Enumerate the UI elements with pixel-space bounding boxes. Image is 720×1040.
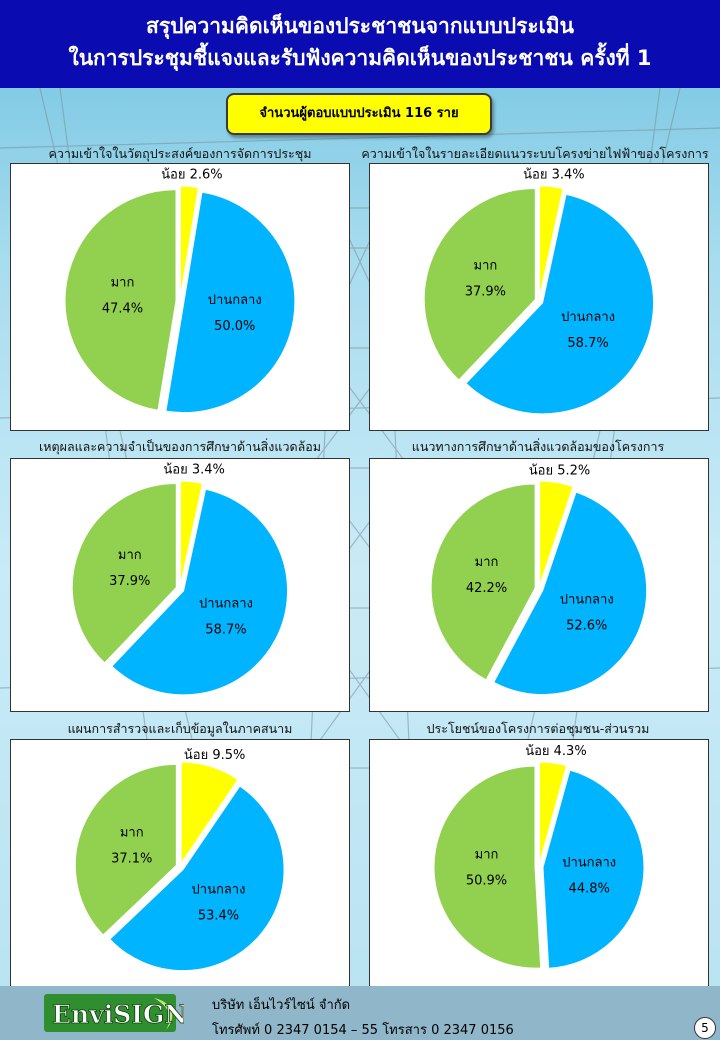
data-label-high-value: 37.9%: [109, 574, 150, 589]
page-number: 5: [694, 1017, 716, 1039]
pie-chart-2: น้อย 3.4% ปานกลาง 58.7% มาก 37.9%: [369, 163, 709, 431]
pie-chart-svg: น้อย 4.3% ปานกลาง 44.8% มาก 50.9%: [433, 744, 645, 969]
data-label-medium-name: ปานกลาง: [561, 310, 615, 325]
pie-slice-high: [423, 188, 536, 381]
pie-slice-high: [64, 189, 177, 411]
pie-slice-high: [430, 483, 536, 681]
data-label-low: น้อย 2.6%: [161, 167, 222, 182]
pie-chart-5: น้อย 9.5% ปานกลาง 53.4% มาก 37.1%: [10, 739, 350, 987]
pie-slice-low: [179, 185, 199, 298]
pie-chart-svg: น้อย 9.5% ปานกลาง 53.4% มาก 37.1%: [74, 748, 285, 972]
pie-chart-svg: น้อย 5.2% ปานกลาง 52.6% มาก 42.2%: [430, 464, 648, 696]
page-title-line-1: สรุปความคิดเห็นของประชาชนจากแบบประเมิน: [146, 14, 574, 38]
data-label-high-name: มาก: [475, 847, 499, 862]
pie-slice-low: [179, 480, 204, 586]
chart-title-1: ความเข้าใจในวัตถุประสงค์ของการจัดการประช…: [48, 146, 312, 161]
data-label-high-name: มาก: [120, 825, 144, 840]
pie-slice-low: [180, 761, 239, 865]
contact-info: โทรศัพท์ 0 2347 0154 – 55 โทรสาร 0 2347 …: [212, 1023, 514, 1038]
pie-slice-high: [433, 765, 542, 969]
chart-title-6: ประโยชน์ของโครงการต่อชุมชน-ส่วนรวม: [426, 721, 650, 736]
data-label-high-name: มาก: [474, 259, 498, 274]
data-label-high-value: 50.9%: [466, 873, 507, 888]
data-label-medium-name: ปานกลาง: [199, 596, 253, 611]
data-label-high-name: มาก: [118, 548, 142, 563]
data-label-medium-name: ปานกลาง: [560, 593, 614, 608]
data-label-high-value: 47.4%: [102, 301, 143, 316]
page-header: สรุปความคิดเห็นของประชาชนจากแบบประเมิน ใ…: [0, 0, 720, 88]
data-label-medium-value: 44.8%: [569, 881, 610, 896]
pie-chart-4: น้อย 5.2% ปานกลาง 52.6% มาก 42.2%: [369, 458, 709, 712]
pie-chart-1: น้อย 2.6% ปานกลาง 50.0% มาก 47.4%: [10, 163, 350, 431]
pie-slice-medium: [542, 769, 645, 969]
data-label-medium-value: 58.7%: [567, 336, 608, 351]
page-title-line-2: ในการประชุมชี้แจงและรับฟังความคิดเห็นของ…: [68, 46, 652, 70]
data-label-medium-name: ปานกลาง: [192, 883, 246, 898]
pie-slice-low: [539, 761, 568, 864]
pie-chart-6: น้อย 4.3% ปานกลาง 44.8% มาก 50.9%: [369, 739, 709, 987]
pie-chart-svg: น้อย 3.4% ปานกลาง 58.7% มาก 37.9%: [71, 463, 289, 696]
data-label-high-value: 37.9%: [465, 285, 506, 300]
data-label-high-name: มาก: [475, 555, 499, 570]
pie-chart-3: น้อย 3.4% ปานกลาง 58.7% มาก 37.9%: [10, 458, 350, 712]
pie-slice-low: [539, 480, 574, 586]
company-name: บริษัท เอ็นไวร์ไซน์ จำกัด: [212, 998, 351, 1013]
data-label-medium-name: ปานกลาง: [562, 855, 616, 870]
data-label-medium-value: 52.6%: [566, 619, 607, 634]
data-label-low: น้อย 4.3%: [525, 744, 586, 759]
pie-chart-svg: น้อย 3.4% ปานกลาง 58.7% มาก 37.9%: [423, 168, 655, 415]
pie-slice-medium: [109, 785, 285, 972]
pie-slice-medium: [493, 491, 648, 696]
pie-slice-medium: [165, 191, 296, 414]
data-label-high-value: 42.2%: [466, 581, 507, 596]
chart-title-3: เหตุผลและความจำเป็นของการศึกษาด้านสิ่งแว…: [38, 439, 321, 454]
envisign-logo: EnviSIGN: [44, 994, 184, 1032]
chart-title-5: แผนการสำรวจและเก็บข้อมูลในภาคสนาม: [67, 721, 293, 736]
pie-slice-low: [538, 185, 564, 298]
pie-slice-medium: [465, 193, 655, 415]
data-label-low: น้อย 9.5%: [184, 748, 245, 763]
pie-slice-high: [71, 483, 177, 664]
pie-slice-medium: [111, 488, 289, 696]
chart-title-2: ความเข้าใจในรายละเอียดแนวระบบโครงข่ายไฟฟ…: [361, 146, 709, 161]
data-label-medium-value: 50.0%: [214, 319, 255, 334]
data-label-low: น้อย 5.2%: [529, 464, 590, 479]
data-label-high-value: 37.1%: [111, 851, 152, 866]
data-label-medium-value: 58.7%: [205, 622, 246, 637]
data-label-high-name: มาก: [111, 275, 135, 290]
data-label-medium-name: ปานกลาง: [208, 293, 262, 308]
pie-chart-svg: น้อย 2.6% ปานกลาง 50.0% มาก 47.4%: [64, 167, 296, 414]
data-label-medium-value: 53.4%: [198, 909, 239, 924]
data-label-low: น้อย 3.4%: [163, 463, 224, 478]
chart-title-4: แนวทางการศึกษาด้านสิ่งแวดล้อมของโครงการ: [411, 439, 665, 454]
pie-slice-high: [74, 763, 177, 936]
respondents-count-badge: จำนวนผู้ตอบแบบประเมิน 116 ราย: [226, 93, 492, 135]
data-label-low: น้อย 3.4%: [523, 168, 584, 183]
logo-text: EnviSIGN: [52, 1000, 184, 1029]
